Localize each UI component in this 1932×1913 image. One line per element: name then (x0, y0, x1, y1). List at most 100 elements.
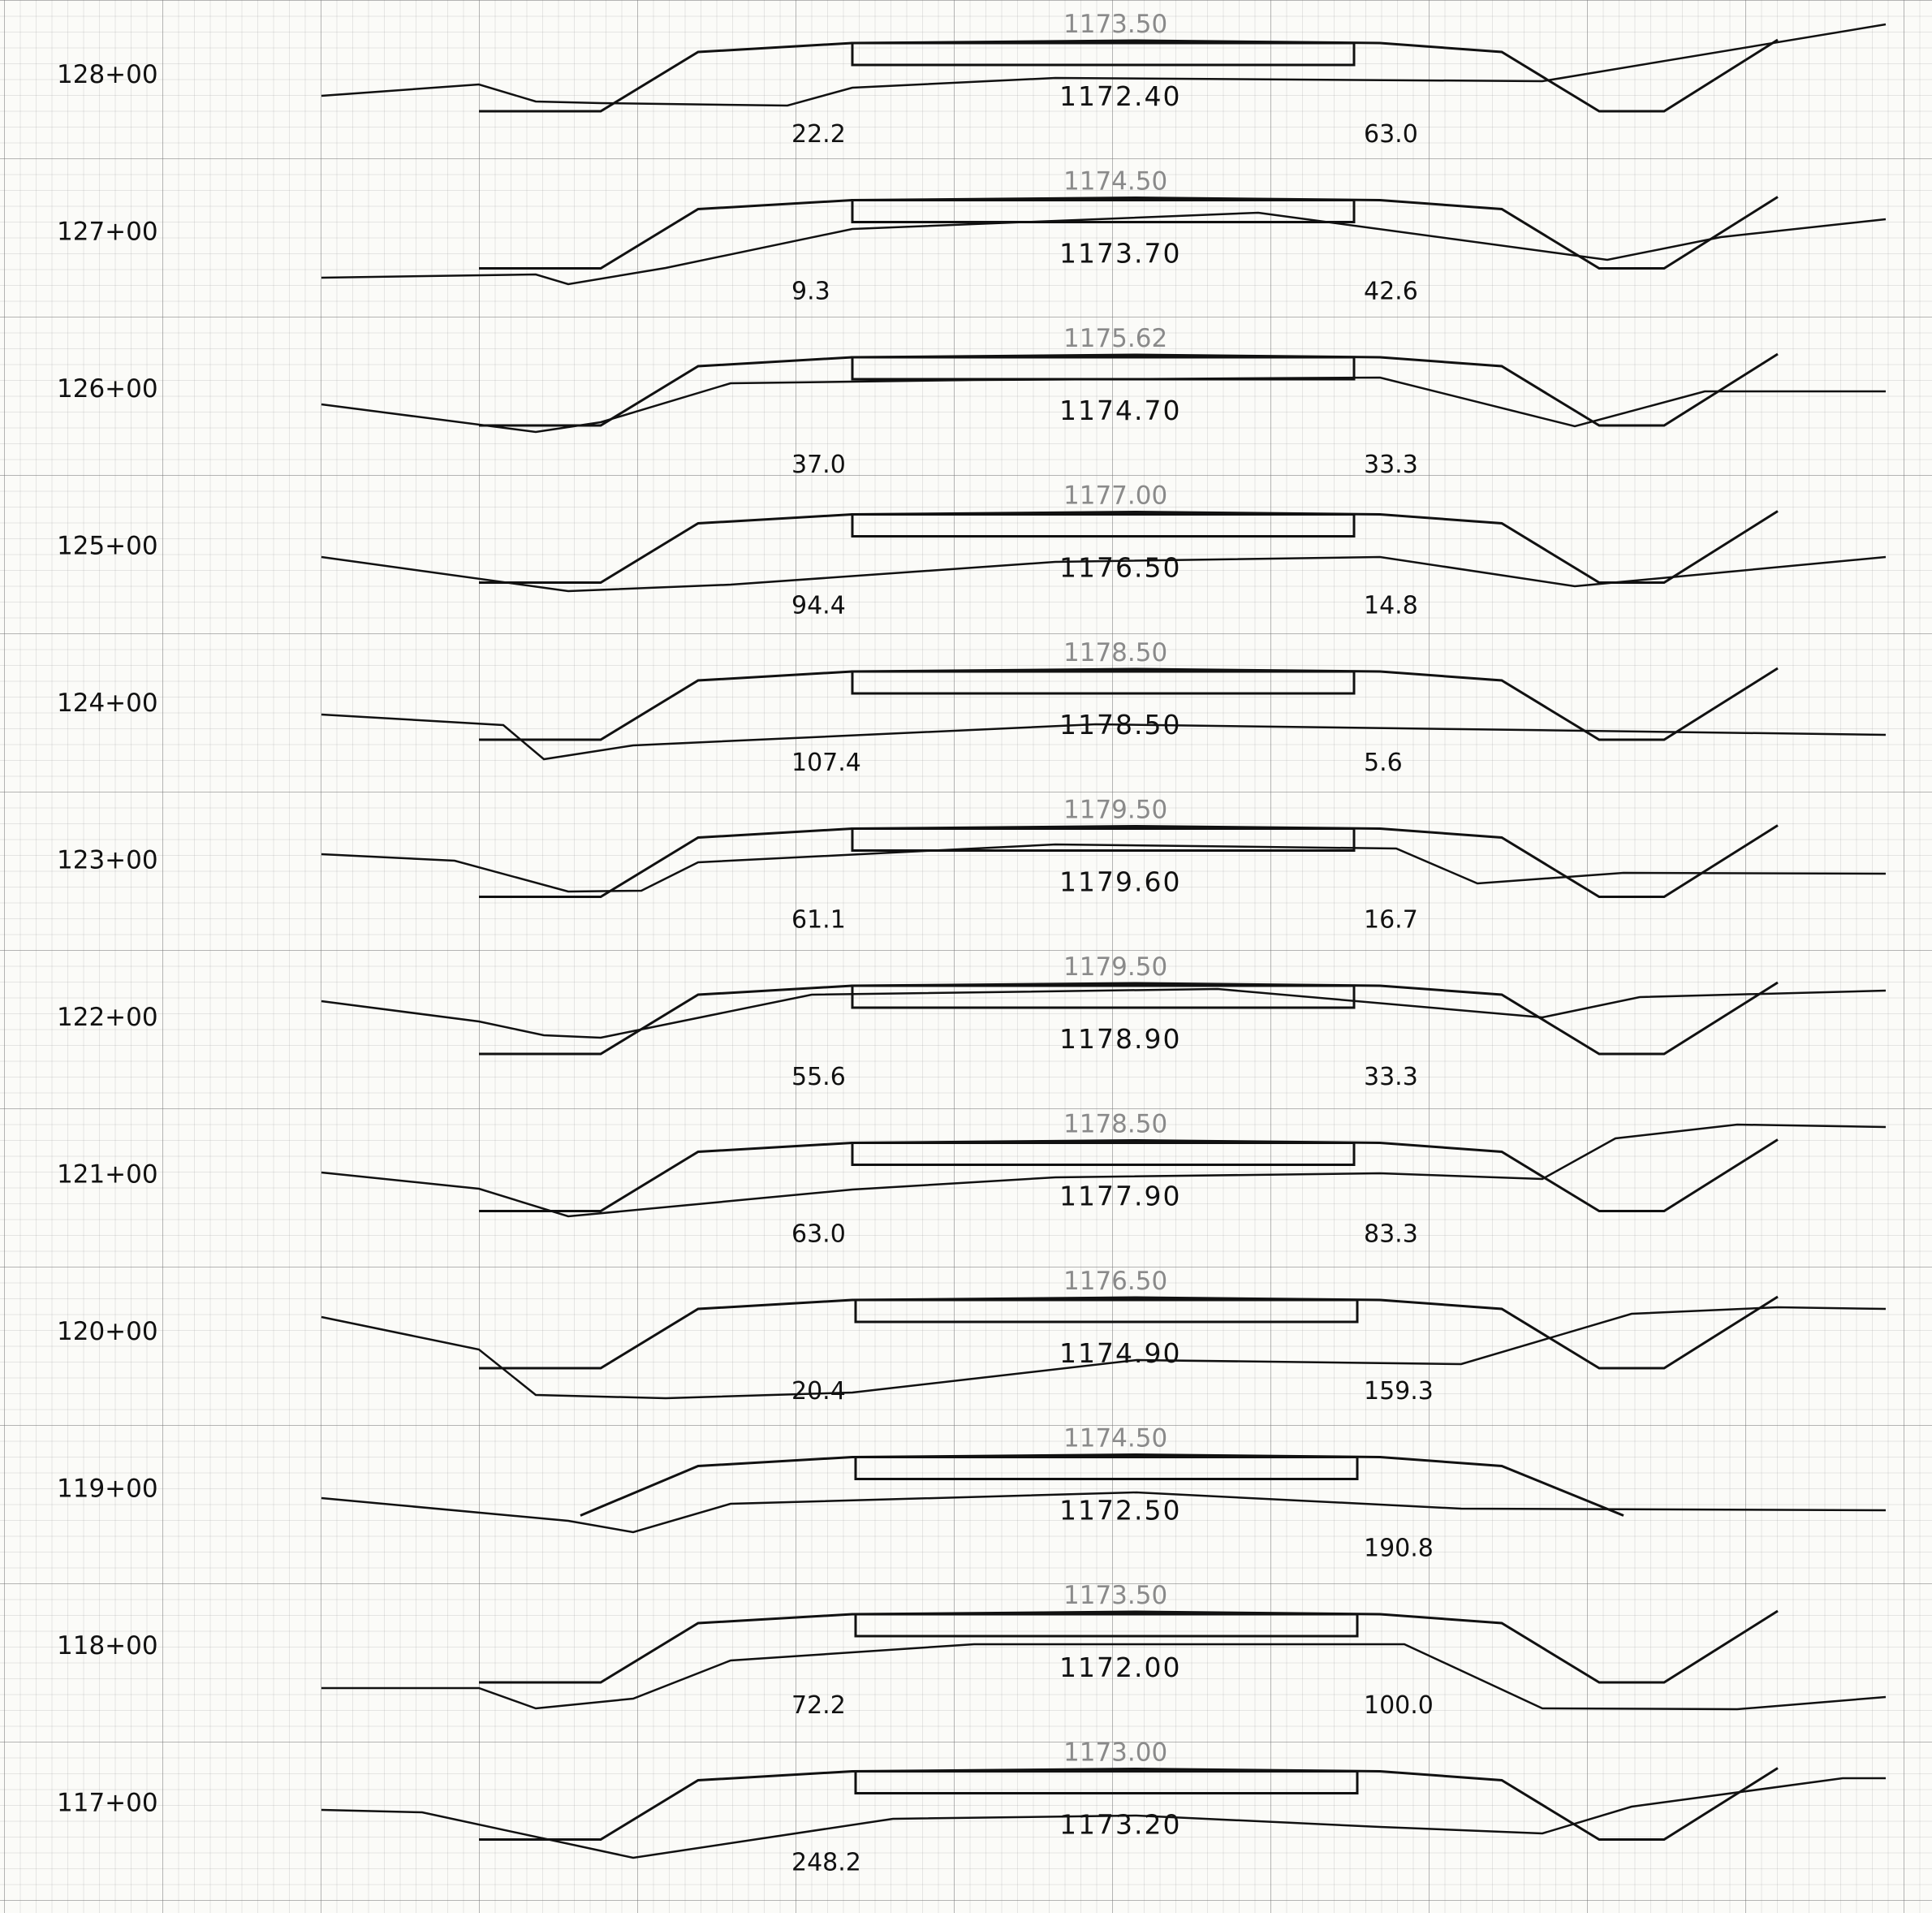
area-right: 190.8 (1364, 1535, 1434, 1563)
template-outline (479, 1138, 1779, 1212)
area-right: 14.8 (1364, 592, 1418, 620)
template-outline (479, 38, 1779, 113)
station-label: 122+00 (57, 1003, 158, 1032)
design-elevation: 1178.50 (1063, 638, 1167, 667)
design-elevation: 1174.50 (1063, 167, 1167, 196)
cross-section-118-00: 118+00 1173.50 1172.00 72.2 100.0 (57, 1581, 1887, 1720)
ground-line (321, 555, 1887, 593)
pavement-box (851, 513, 1356, 538)
ground-line (321, 987, 1887, 1039)
pavement-box (851, 199, 1356, 223)
area-left: 61.1 (791, 906, 846, 935)
ground-elevation: 1176.50 (1059, 552, 1181, 584)
station-label: 128+00 (57, 60, 158, 89)
design-elevation: 1177.00 (1063, 481, 1167, 511)
ground-line (321, 23, 1887, 107)
station-label: 121+00 (57, 1160, 158, 1190)
station-label: 127+00 (57, 218, 158, 247)
pavement-box (851, 356, 1356, 381)
area-right: 33.3 (1364, 451, 1418, 479)
pavement-box (851, 984, 1356, 1009)
area-left: 55.6 (791, 1063, 846, 1091)
cross-section-123-00: 123+00 1179.50 1179.60 61.1 16.7 (57, 796, 1887, 935)
design-elevation: 1173.50 (1063, 1581, 1167, 1610)
station-label: 124+00 (57, 689, 158, 718)
ground-elevation: 1172.00 (1059, 1652, 1181, 1683)
pavement-box (851, 1142, 1356, 1166)
template-outline (479, 667, 1779, 741)
area-left: 22.2 (791, 120, 846, 149)
area-left: 248.2 (791, 1849, 861, 1877)
ground-elevation: 1178.90 (1059, 1023, 1181, 1055)
area-right: 159.3 (1364, 1377, 1434, 1406)
station-label: 125+00 (57, 532, 158, 561)
ground-elevation: 1178.50 (1059, 709, 1181, 741)
ground-elevation: 1172.40 (1059, 80, 1181, 112)
station-label: 120+00 (57, 1317, 158, 1346)
ground-line (321, 1643, 1887, 1711)
ground-elevation: 1173.20 (1059, 1809, 1181, 1841)
template-outline (479, 196, 1779, 270)
area-left: 94.4 (791, 592, 846, 620)
pavement-box (851, 670, 1356, 695)
pavement-box (854, 1298, 1359, 1324)
area-left: 72.2 (791, 1691, 846, 1720)
design-elevation: 1176.50 (1063, 1267, 1167, 1296)
template-outline (580, 1453, 1624, 1517)
design-elevation: 1174.50 (1063, 1424, 1167, 1453)
area-left: 20.4 (791, 1377, 846, 1406)
area-right: 83.3 (1364, 1220, 1418, 1249)
area-left: 37.0 (791, 451, 846, 479)
ground-elevation: 1177.90 (1059, 1181, 1181, 1212)
area-right: 16.7 (1364, 906, 1418, 935)
ground-elevation: 1174.70 (1059, 395, 1181, 426)
cross-section-125-00: 125+00 1177.00 1176.50 94.4 14.8 (57, 481, 1887, 620)
design-elevation: 1173.00 (1063, 1738, 1167, 1768)
area-left: 107.4 (791, 749, 861, 777)
template-outline (479, 1767, 1779, 1841)
cross-section-119-00: 119+00 1174.50 1172.50 190.8 (57, 1424, 1887, 1563)
area-right: 5.6 (1364, 749, 1403, 777)
area-right: 42.6 (1364, 278, 1418, 306)
cross-section-121-00: 121+00 1178.50 1177.90 63.0 83.3 (57, 1110, 1887, 1249)
cross-section-126-00: 126+00 1175.62 1174.70 37.0 33.3 (57, 324, 1886, 479)
cross-section-117-00: 117+00 1173.00 1173.20 248.2 (57, 1738, 1886, 1877)
pavement-box (851, 41, 1356, 67)
pavement-box (854, 1770, 1359, 1794)
design-elevation: 1178.50 (1063, 1110, 1167, 1139)
area-right: 100.0 (1364, 1691, 1434, 1720)
template-outline (479, 1295, 1779, 1370)
ground-elevation: 1174.90 (1059, 1337, 1181, 1369)
station-label: 123+00 (57, 846, 158, 875)
area-left: 63.0 (791, 1220, 846, 1249)
ground-line (321, 713, 1887, 761)
ground-line (321, 211, 1887, 286)
cross-section-124-00: 124+00 1178.50 1178.50 107.4 5.6 (57, 638, 1887, 777)
area-right: 63.0 (1364, 120, 1418, 149)
ground-line (321, 1491, 1887, 1534)
pavement-box (854, 1456, 1359, 1480)
design-elevation: 1179.50 (1063, 796, 1167, 825)
template-outline (479, 824, 1779, 898)
station-label: 117+00 (57, 1789, 158, 1818)
ground-line (321, 1777, 1886, 1859)
ground-line (321, 376, 1886, 434)
template-outline (479, 1609, 1779, 1684)
template-outline (479, 981, 1779, 1056)
cross-section-127-00: 127+00 1174.50 1173.70 9.3 42.6 (57, 167, 1887, 306)
ground-line (321, 1306, 1887, 1400)
station-label: 126+00 (57, 374, 158, 404)
ground-elevation: 1179.60 (1059, 866, 1181, 898)
area-left: 9.3 (791, 278, 830, 306)
pavement-box (851, 827, 1356, 852)
station-label: 118+00 (57, 1631, 158, 1660)
station-label: 119+00 (57, 1475, 158, 1504)
ground-elevation: 1172.50 (1059, 1495, 1181, 1527)
cross-section-120-00: 120+00 1176.50 1174.90 20.4 159.3 (57, 1267, 1887, 1406)
cross-section-122-00: 122+00 1179.50 1178.90 55.6 33.3 (57, 952, 1887, 1091)
ground-elevation: 1173.70 (1059, 238, 1181, 270)
design-elevation: 1175.62 (1063, 324, 1167, 353)
design-elevation: 1179.50 (1063, 952, 1167, 982)
